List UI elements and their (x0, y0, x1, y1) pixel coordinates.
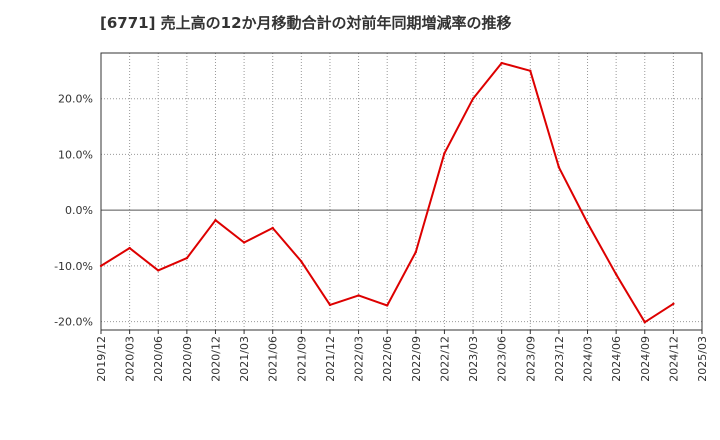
y-tick-label: 10.0% (58, 148, 93, 161)
data-point (242, 241, 246, 244)
x-tick-label: 2024/09 (639, 336, 652, 382)
data-point (414, 250, 418, 254)
data-point (385, 304, 389, 307)
data-point (643, 320, 646, 324)
x-tick-label: 2020/09 (181, 336, 194, 382)
data-point (672, 302, 675, 306)
data-point (185, 256, 189, 260)
x-tick-label: 2021/03 (238, 336, 251, 382)
x-tick-label: 2024/12 (667, 336, 680, 382)
y-tick-label: 20.0% (58, 93, 93, 106)
x-tick-label: 2023/06 (496, 336, 509, 382)
data-point (614, 273, 618, 276)
data-point (271, 226, 274, 230)
y-tick-label: 0.0% (65, 204, 93, 217)
x-tick-label: 2021/06 (267, 336, 280, 382)
y-tick-label: -20.0% (54, 316, 93, 329)
x-tick-label: 2023/09 (524, 336, 537, 382)
x-tick-label: 2022/03 (353, 336, 366, 382)
data-point (328, 303, 332, 307)
y-tick-label: -10.0% (54, 260, 93, 273)
data-point (586, 221, 589, 225)
x-tick-label: 2022/09 (410, 336, 423, 382)
x-tick-label: 2023/12 (553, 336, 566, 382)
data-point (529, 69, 532, 73)
x-tick-label: 2022/12 (438, 336, 451, 382)
x-tick-label: 2024/06 (610, 336, 623, 382)
x-tick-label: 2021/12 (324, 336, 337, 382)
data-point (99, 264, 103, 268)
x-tick-label: 2020/06 (152, 336, 165, 382)
series-layer (99, 61, 675, 324)
data-point (500, 61, 503, 65)
x-tick-label: 2023/03 (467, 336, 480, 382)
data-point (471, 97, 475, 100)
data-point (557, 166, 561, 169)
data-point (128, 246, 131, 250)
grid-layer (101, 53, 702, 330)
axis-layer: 20.0% 10.0% 0.0% -10.0% -20.0%2019/12 2020/03… (54, 52, 709, 382)
x-tick-label: 2019/12 (95, 336, 108, 382)
chart-title: [6771] 売上高の12か月移動合計の対前年同期増減率の推移 (100, 14, 512, 32)
data-point (357, 294, 360, 297)
x-tick-label: 2020/03 (124, 336, 137, 382)
plot-frame (100, 52, 703, 331)
data-point (443, 152, 446, 155)
x-tick-label: 2022/06 (381, 336, 394, 382)
data-point (157, 269, 160, 272)
x-tick-label: 2020/12 (209, 336, 222, 382)
data-point (214, 219, 217, 222)
x-tick-label: 2021/09 (295, 336, 308, 382)
x-tick-label: 2024/03 (582, 336, 595, 382)
data-point (300, 260, 303, 263)
x-tick-label: 2025/03 (696, 336, 709, 382)
